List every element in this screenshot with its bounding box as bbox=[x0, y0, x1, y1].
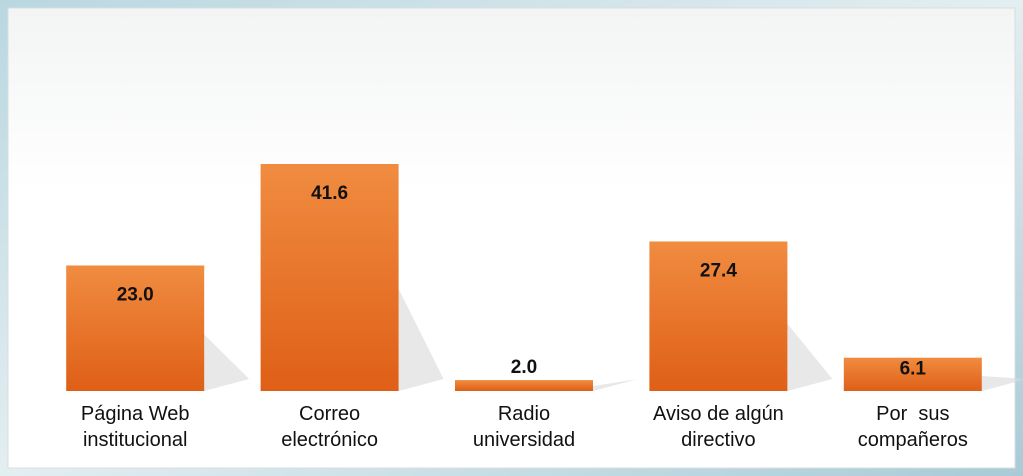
bar-shadow bbox=[204, 334, 250, 391]
bar-shadow bbox=[593, 379, 638, 391]
data-label: 27.4 bbox=[700, 261, 737, 282]
data-label: 2.0 bbox=[511, 357, 537, 378]
bar bbox=[649, 241, 788, 391]
bar bbox=[66, 265, 205, 391]
x-tick-label: Página Web institucional bbox=[81, 403, 190, 451]
x-tick-label: Aviso de algún directivo bbox=[653, 403, 784, 451]
x-tick-label: Correo electrónico bbox=[281, 403, 378, 451]
data-label: 41.6 bbox=[311, 183, 348, 204]
label-line: universidad bbox=[473, 429, 575, 451]
plot-panel bbox=[7, 7, 1016, 469]
data-label: 6.1 bbox=[900, 358, 927, 379]
label-line: Aviso de algún bbox=[653, 403, 784, 425]
label-line: compañeros bbox=[858, 429, 968, 451]
label-line: electrónico bbox=[281, 429, 378, 451]
bar-shadow bbox=[398, 288, 444, 391]
x-tick-label: Radio universidad bbox=[473, 403, 575, 451]
label-line: Radio bbox=[498, 403, 550, 425]
label-line: directivo bbox=[681, 429, 755, 451]
label-line: Correo bbox=[299, 403, 360, 425]
bar-shadow bbox=[981, 376, 1023, 391]
bar bbox=[455, 380, 593, 391]
label-line: Página Web bbox=[81, 403, 190, 425]
label-line: Por sus bbox=[876, 403, 949, 425]
label-line: institucional bbox=[83, 429, 188, 451]
bar-shadow bbox=[787, 323, 833, 391]
bar bbox=[260, 164, 399, 391]
bar bbox=[843, 357, 982, 391]
data-label: 23.0 bbox=[117, 285, 154, 306]
x-tick-label: Por sus compañeros bbox=[858, 403, 968, 451]
